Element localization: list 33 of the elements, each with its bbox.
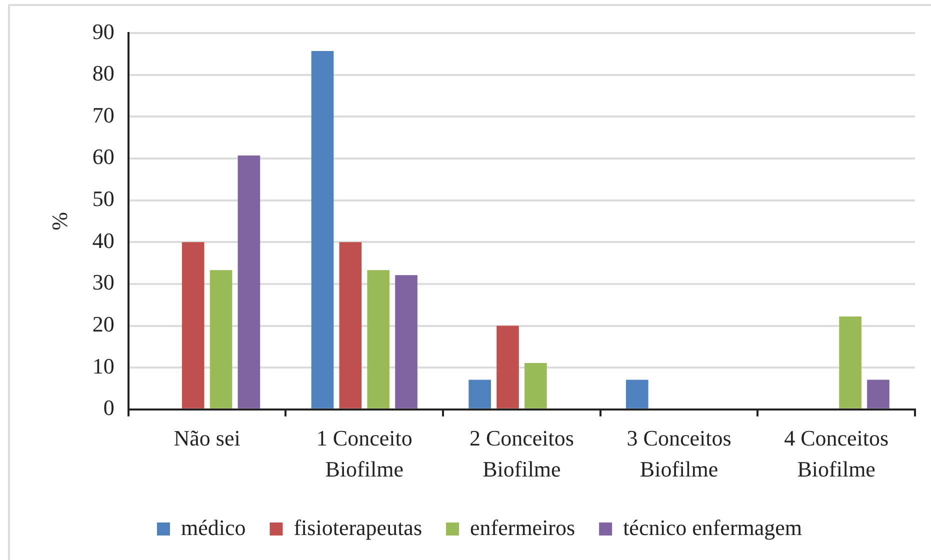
bar (238, 156, 260, 408)
x-tick-label: Não sei (174, 426, 240, 451)
legend-label: médico (180, 514, 246, 540)
bar (839, 316, 862, 408)
y-tick-label: 80 (92, 60, 114, 86)
bar (210, 270, 232, 408)
bar (867, 380, 890, 408)
x-tick-label: 2 Conceitos Biofilme (469, 426, 574, 482)
legend-label: fisioterapeutas (294, 514, 422, 540)
bar (496, 326, 519, 408)
bar (524, 362, 547, 408)
x-tick-label: 3 Conceitos Biofilme (626, 426, 732, 482)
bar (395, 275, 418, 408)
y-tick-label: 60 (92, 144, 114, 170)
x-tick-label: 4 Conceitos Biofilme (784, 426, 889, 482)
legend-label: enfermeiros (470, 514, 576, 540)
y-tick-label: 30 (92, 270, 114, 295)
bar (626, 380, 648, 408)
y-tick-label: 0 (103, 395, 114, 420)
y-tick-label: 90 (92, 18, 114, 44)
bar (468, 380, 491, 408)
bar (311, 50, 334, 408)
y-tick-label: 50 (92, 186, 114, 212)
legend-label: técnico enfermagem (623, 514, 802, 540)
y-tick-label: 20 (92, 312, 114, 337)
bar (339, 242, 362, 408)
y-axis-title: % (46, 212, 72, 230)
x-tick-label: 1 Conceito Biofilme (316, 426, 412, 482)
bar (367, 270, 390, 408)
y-tick-label: 10 (92, 353, 114, 378)
bar (182, 242, 204, 408)
y-tick-label: 40 (92, 228, 114, 253)
y-tick-label: 70 (92, 102, 114, 128)
